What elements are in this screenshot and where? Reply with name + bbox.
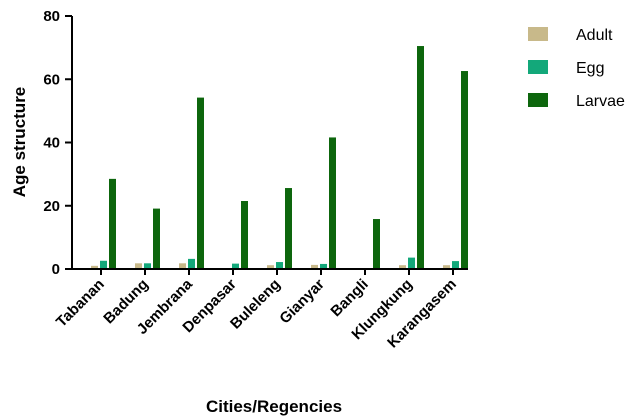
bar-larvae-badung — [153, 208, 160, 269]
bar-adult-jembrana — [179, 263, 186, 269]
bar-egg-gianyar — [320, 263, 327, 269]
legend-label-adult: Adult — [576, 27, 613, 44]
bar-adult-tabanan — [91, 265, 98, 269]
legend-swatch-adult — [528, 27, 548, 41]
bar-larvae-buleleng — [285, 188, 292, 269]
legend: Adult Egg Larvae — [528, 27, 625, 110]
bar-larvae-klungkung — [417, 46, 424, 270]
bar-adult-badung — [135, 263, 142, 269]
bar-larvae-bangli — [373, 219, 380, 269]
x-tick-label: Gianyar — [276, 276, 328, 328]
bar-egg-badung — [144, 263, 151, 269]
bar-larvae-jembrana — [197, 97, 204, 269]
bar-adult-karangasem — [443, 265, 450, 269]
legend-label-larvae: Larvae — [576, 93, 625, 110]
bar-egg-karangasem — [452, 261, 459, 269]
bar-egg-denpasar — [232, 263, 239, 269]
y-tick-label: 0 — [52, 261, 60, 278]
y-axis-title: Age structure — [10, 87, 29, 198]
bar-larvae-karangasem — [461, 71, 468, 269]
bar-egg-klungkung — [408, 257, 415, 269]
y-ticks-group: 0 20 40 60 80 — [43, 8, 72, 278]
x-tick-label: Tabanan — [53, 276, 108, 331]
legend-swatch-larvae — [528, 93, 548, 107]
bar-egg-jembrana — [188, 258, 195, 269]
y-tick-label: 60 — [43, 71, 60, 88]
bar-egg-buleleng — [276, 262, 283, 269]
bar-larvae-tabanan — [109, 178, 116, 269]
bar-larvae-gianyar — [329, 137, 336, 269]
bar-adult-gianyar — [311, 264, 318, 269]
y-tick-label: 80 — [43, 8, 60, 25]
bars-group — [91, 46, 468, 270]
legend-label-egg: Egg — [576, 60, 604, 77]
x-ticks-group: TabananBadungJembranaDenpasarBulelengGia… — [53, 269, 460, 352]
bar-larvae-denpasar — [241, 201, 248, 269]
legend-swatch-egg — [528, 60, 548, 74]
y-tick-label: 20 — [43, 198, 60, 215]
y-tick-label: 40 — [43, 135, 60, 152]
bar-adult-buleleng — [267, 265, 274, 269]
bar-egg-tabanan — [100, 260, 107, 269]
bar-adult-klungkung — [399, 265, 406, 269]
x-axis-title: Cities/Regencies — [206, 397, 342, 416]
